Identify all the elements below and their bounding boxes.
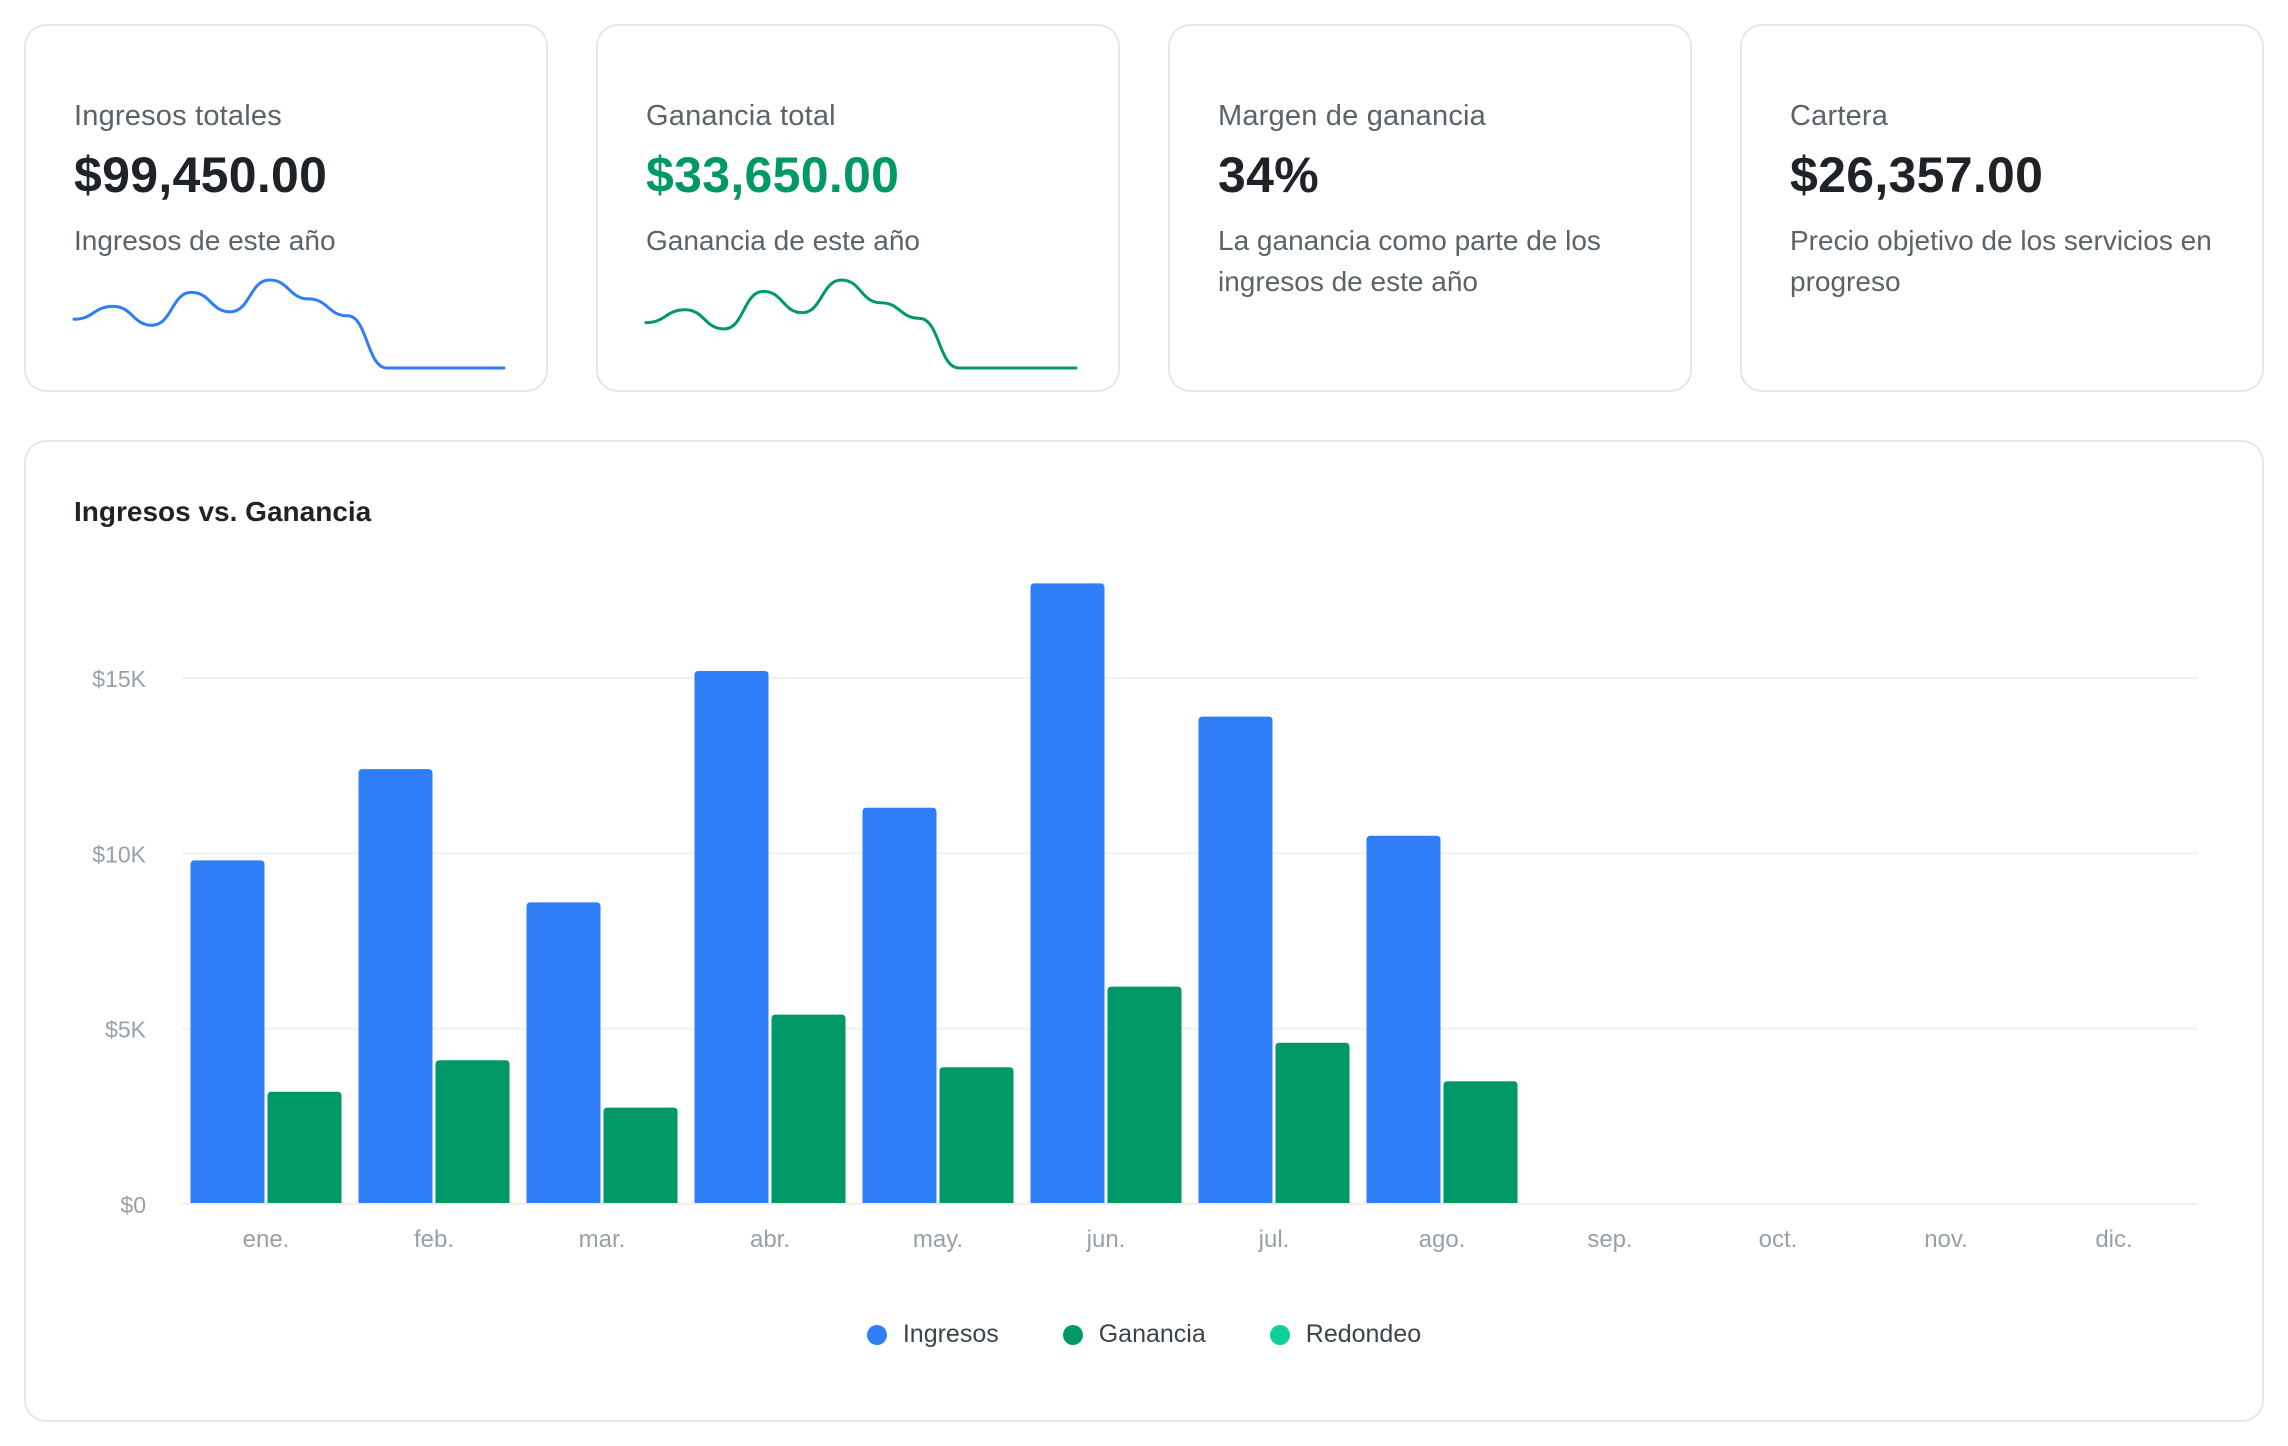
- x-tick-label: dic.: [2095, 1226, 2132, 1253]
- bar-ganancia[interactable]: [771, 1014, 846, 1204]
- bar-ganancia[interactable]: [603, 1107, 678, 1204]
- x-tick-label: feb.: [414, 1226, 454, 1253]
- x-tick-label: mar.: [579, 1226, 626, 1253]
- bar-ingresos[interactable]: [862, 807, 937, 1204]
- kpi-value: $26,357.00: [1790, 147, 2044, 203]
- kpi-label: Ingresos totales: [74, 100, 282, 132]
- legend-item-ganancia[interactable]: Ganancia: [1062, 1320, 1206, 1349]
- bar-ingresos[interactable]: [1198, 716, 1273, 1204]
- kpi-description: Ganancia de este año: [646, 225, 920, 256]
- sparkline-path: [644, 278, 1078, 370]
- kpi-value: $33,650.00: [646, 147, 900, 203]
- kpi-label: Margen de ganancia: [1218, 100, 1487, 132]
- legend-label: Ganancia: [1098, 1320, 1206, 1348]
- y-tick-label: $5K: [105, 1017, 147, 1043]
- x-tick-label: ago.: [1419, 1226, 1466, 1253]
- bar-chart: $0 $5K $10K $15K ene. feb. mar. abr. may. jun. jul…: [92, 583, 2198, 1253]
- x-tick-label: abr.: [750, 1226, 790, 1253]
- y-tick-label: $15K: [92, 666, 146, 692]
- chart-title: Ingresos vs. Ganancia: [74, 496, 372, 527]
- x-tick-label: may.: [913, 1226, 963, 1253]
- x-tick-label: oct.: [1759, 1226, 1798, 1253]
- bar-ganancia[interactable]: [939, 1067, 1014, 1204]
- kpi-label: Ganancia total: [646, 100, 836, 132]
- legend-item-redondeo[interactable]: Redondeo: [1269, 1320, 1422, 1349]
- bar-ganancia[interactable]: [1443, 1081, 1518, 1204]
- bar-ganancia[interactable]: [267, 1091, 342, 1204]
- sparkline-ingresos: [72, 278, 506, 370]
- bar-ingresos[interactable]: [1030, 583, 1105, 1204]
- kpi-label: Cartera: [1790, 100, 1889, 132]
- bar-ganancia[interactable]: [1107, 986, 1182, 1204]
- chart-card: Ingresos vs. Ganancia $0 $5K $10K $15K ene. f…: [24, 440, 2264, 1422]
- x-tick-label: sep.: [1587, 1226, 1632, 1253]
- legend-dot-icon: [1062, 1324, 1083, 1345]
- kpi-card-margen: Margen de ganancia 34% La ganancia como …: [1168, 24, 1692, 392]
- legend-label: Ingresos: [902, 1320, 999, 1348]
- kpi-card-ganancia: Ganancia total $33,650.00 Ganancia de es…: [596, 24, 1120, 392]
- bar-ingresos[interactable]: [358, 769, 433, 1204]
- kpi-description: Ingresos de este año: [74, 225, 336, 256]
- bar-ingresos[interactable]: [526, 902, 601, 1204]
- kpi-description: Precio objetivo de los servicios en prog…: [1790, 225, 2212, 297]
- kpi-description: La ganancia como parte de los ingresos d…: [1218, 225, 1601, 297]
- bar-ingresos[interactable]: [190, 860, 265, 1204]
- bar-ganancia[interactable]: [435, 1060, 510, 1204]
- bar-ingresos[interactable]: [694, 670, 769, 1204]
- y-tick-label: $10K: [92, 841, 146, 867]
- kpi-value: $99,450.00: [74, 147, 328, 203]
- sparkline-path: [72, 278, 506, 370]
- kpi-card-ingresos: Ingresos totales $99,450.00 Ingresos de …: [24, 24, 548, 392]
- bar-ingresos[interactable]: [1366, 835, 1441, 1204]
- kpi-value: 34%: [1218, 147, 1319, 203]
- legend-dot-icon: [1269, 1324, 1290, 1345]
- x-tick-label: jun.: [1086, 1226, 1126, 1253]
- y-tick-label: $0: [120, 1192, 146, 1218]
- legend-item-ingresos[interactable]: Ingresos: [866, 1320, 999, 1349]
- kpi-card-cartera: Cartera $26,357.00 Precio objetivo de lo…: [1740, 24, 2264, 392]
- x-tick-label: jul.: [1258, 1226, 1290, 1253]
- legend-label: Redondeo: [1305, 1320, 1422, 1348]
- chart-legend: Ingresos Ganancia Redondeo: [26, 1320, 2262, 1349]
- legend-dot-icon: [866, 1324, 887, 1345]
- sparkline-ganancia: [644, 278, 1078, 370]
- bar-ganancia[interactable]: [1275, 1042, 1350, 1204]
- x-tick-label: ene.: [243, 1226, 290, 1253]
- x-tick-label: nov.: [1924, 1226, 1968, 1253]
